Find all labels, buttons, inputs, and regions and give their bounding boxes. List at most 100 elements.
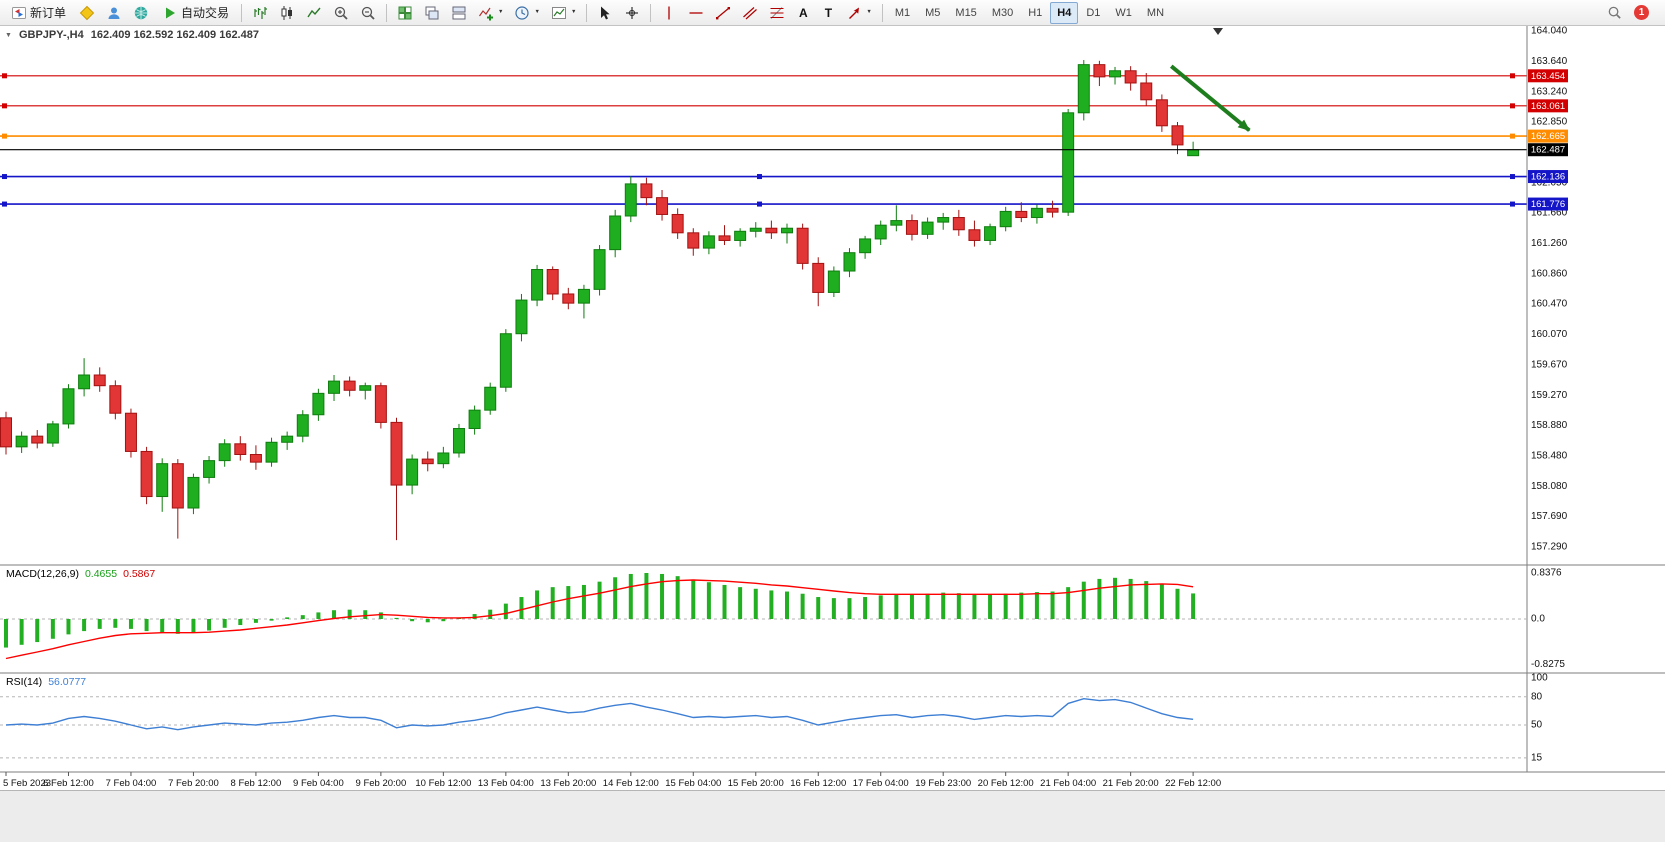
chart-shift-marker-icon[interactable]	[1213, 28, 1223, 35]
candle-body	[140, 450, 153, 498]
horizontal-line-button[interactable]	[683, 2, 709, 24]
clock-icon	[515, 5, 530, 20]
timeframe-h4-button[interactable]: H4	[1050, 1, 1079, 24]
candle-body	[624, 183, 637, 217]
trendline-button[interactable]	[710, 2, 736, 24]
timeframe-d1-button[interactable]: D1	[1079, 2, 1107, 24]
candle-body	[265, 441, 278, 463]
signals-button[interactable]	[101, 2, 127, 24]
dropdown-caret-icon: ▼	[498, 8, 504, 15]
new-order-button[interactable]: 新订单	[4, 2, 73, 24]
metaeditor-button[interactable]	[74, 2, 100, 24]
macd-histogram-bar	[222, 619, 227, 628]
line-handle[interactable]	[1510, 73, 1515, 79]
time-axis-label: 14 Feb 12:00	[603, 778, 659, 789]
macd-histogram-bar	[519, 597, 524, 619]
tile-horizontal-button[interactable]	[446, 2, 472, 24]
candle-body	[1015, 210, 1028, 219]
macd-histogram-bar	[1113, 577, 1118, 619]
candle-body	[1046, 207, 1059, 213]
macd-histogram-bar	[722, 584, 727, 619]
line-handle[interactable]	[2, 201, 7, 207]
search-icon[interactable]	[1607, 5, 1622, 20]
channel-button[interactable]	[737, 2, 763, 24]
price-level-badge	[1528, 69, 1568, 83]
macd-histogram-bar	[1191, 593, 1196, 619]
macd-histogram-bar	[535, 590, 540, 619]
tile-windows-button[interactable]	[392, 2, 418, 24]
line-handle[interactable]	[1510, 174, 1515, 180]
vertical-line-button[interactable]	[656, 2, 682, 24]
candle-body	[343, 380, 356, 391]
timeframe-w1-button[interactable]: W1	[1108, 2, 1139, 24]
price-scale-tick: 160.070	[1531, 329, 1568, 340]
time-axis-label: 19 Feb 23:00	[915, 778, 971, 789]
arrows-button[interactable]: ▼	[841, 2, 876, 24]
timeframe-m1-button[interactable]: M1	[888, 2, 917, 24]
bar-chart-icon	[254, 6, 268, 19]
toolbar-separator	[586, 3, 588, 22]
macd-label: MACD(12,26,9) 0.4655 0.5867	[6, 568, 155, 580]
indicators-button[interactable]: ▼	[473, 2, 508, 24]
macd-histogram-bar	[66, 619, 71, 635]
candle-body	[859, 238, 872, 254]
price-level-badge-value: 162.665	[1531, 131, 1565, 142]
market-button[interactable]	[128, 2, 154, 24]
cursor-button[interactable]	[592, 2, 618, 24]
candle-body	[171, 463, 184, 509]
text-label-button[interactable]: T	[816, 2, 840, 24]
macd-scale-tick: 0.0	[1531, 614, 1545, 625]
candle-body	[1109, 70, 1122, 78]
line-handle[interactable]	[2, 73, 7, 79]
line-handle[interactable]	[1510, 103, 1515, 109]
macd-histogram-bar	[175, 619, 180, 634]
candle-body	[46, 423, 59, 444]
line-handle[interactable]	[1510, 133, 1515, 139]
text-button[interactable]: A	[791, 2, 815, 24]
candle-body	[1140, 82, 1153, 101]
market-globe-icon	[134, 6, 148, 19]
line-handle[interactable]	[2, 133, 7, 139]
price-level-badge-value: 162.136	[1531, 172, 1565, 183]
one-click-trading-toggle[interactable]: ▼	[5, 31, 12, 39]
macd-histogram-bar	[253, 619, 258, 623]
timeframe-m15-button[interactable]: M15	[948, 2, 983, 24]
timeframe-h1-button[interactable]: H1	[1021, 2, 1049, 24]
price-level-badge	[1528, 129, 1568, 143]
time-axis-label: 9 Feb 04:00	[293, 778, 344, 789]
notification-badge[interactable]: 1	[1634, 5, 1649, 20]
periods-button[interactable]: ▼	[509, 2, 544, 24]
candle-body	[593, 249, 606, 290]
zoom-out-button[interactable]	[355, 2, 381, 24]
macd-histogram-bar	[660, 573, 665, 619]
timeframe-m5-button[interactable]: M5	[918, 2, 947, 24]
autotrading-label: 自动交易	[181, 6, 230, 20]
timeframe-m30-button[interactable]: M30	[985, 2, 1020, 24]
candlestick-chart-button[interactable]	[274, 2, 300, 24]
macd-histogram-bar	[597, 581, 602, 619]
line-handle[interactable]	[757, 174, 762, 180]
line-chart-button[interactable]	[301, 2, 327, 24]
bar-chart-button[interactable]	[247, 2, 273, 24]
trend-arrow-annotation[interactable]	[1169, 64, 1251, 132]
candle-body	[546, 269, 559, 295]
line-handle[interactable]	[2, 174, 7, 180]
candle-body	[93, 374, 106, 387]
price-scale-tick: 158.880	[1531, 420, 1568, 431]
fibonacci-button[interactable]	[764, 2, 790, 24]
candle-body	[437, 452, 450, 465]
line-handle[interactable]	[757, 201, 762, 207]
candle-body	[812, 262, 825, 293]
zoom-out-icon	[361, 6, 375, 20]
zoom-in-button[interactable]	[328, 2, 354, 24]
line-handle[interactable]	[2, 103, 7, 109]
templates-button[interactable]: ▼	[546, 2, 581, 24]
autotrading-button[interactable]: 自动交易	[155, 2, 236, 24]
timeframe-mn-button[interactable]: MN	[1140, 2, 1171, 24]
price-chart[interactable]: 164.040163.640163.240162.850162.450162.0…	[0, 26, 1665, 790]
cascade-windows-button[interactable]	[419, 2, 445, 24]
time-axis-label: 21 Feb 04:00	[1040, 778, 1096, 789]
crosshair-button[interactable]	[619, 2, 645, 24]
candle-body	[1030, 207, 1043, 219]
line-handle[interactable]	[1510, 201, 1515, 207]
